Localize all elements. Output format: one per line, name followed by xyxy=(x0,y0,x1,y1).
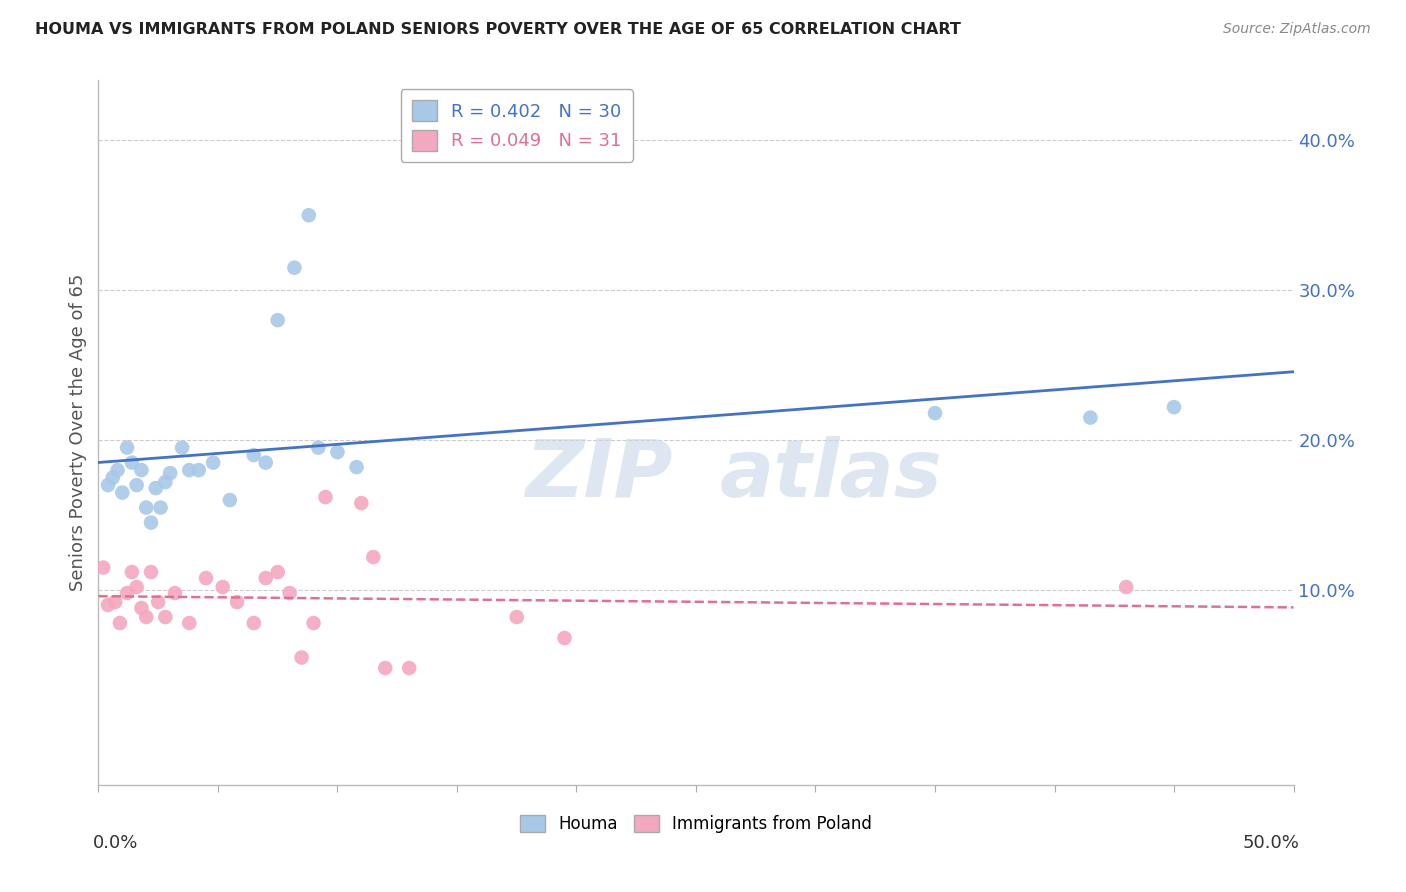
Point xyxy=(254,571,277,585)
Point xyxy=(108,615,131,630)
Point xyxy=(179,615,201,630)
Point xyxy=(226,595,249,609)
Point xyxy=(155,610,177,624)
Point xyxy=(131,463,153,477)
Point xyxy=(131,601,153,615)
Point xyxy=(195,571,218,585)
Point xyxy=(125,478,148,492)
Point xyxy=(121,456,143,470)
Point xyxy=(554,631,576,645)
Point xyxy=(243,448,266,462)
Point xyxy=(267,565,290,579)
Point xyxy=(97,478,120,492)
Point xyxy=(283,260,305,275)
Point xyxy=(506,610,529,624)
Point xyxy=(135,500,157,515)
Point xyxy=(374,661,396,675)
Point xyxy=(326,445,349,459)
Point xyxy=(291,650,314,665)
Point xyxy=(1163,400,1185,414)
Point xyxy=(398,661,420,675)
Point xyxy=(172,441,194,455)
Text: 0.0%: 0.0% xyxy=(93,834,138,852)
Point xyxy=(219,493,242,508)
Text: HOUMA VS IMMIGRANTS FROM POLAND SENIORS POVERTY OVER THE AGE OF 65 CORRELATION C: HOUMA VS IMMIGRANTS FROM POLAND SENIORS … xyxy=(35,22,962,37)
Point xyxy=(125,580,148,594)
Point xyxy=(267,313,290,327)
Point xyxy=(179,463,201,477)
Y-axis label: Seniors Poverty Over the Age of 65: Seniors Poverty Over the Age of 65 xyxy=(69,274,87,591)
Point xyxy=(104,595,127,609)
Point xyxy=(315,490,337,504)
Text: Source: ZipAtlas.com: Source: ZipAtlas.com xyxy=(1223,22,1371,37)
Text: ZIP: ZIP xyxy=(524,436,672,514)
Text: atlas: atlas xyxy=(720,436,942,514)
Point xyxy=(363,550,385,565)
Point xyxy=(155,475,177,489)
Point xyxy=(924,406,946,420)
Point xyxy=(298,208,321,222)
Point xyxy=(302,615,325,630)
Point xyxy=(121,565,143,579)
Point xyxy=(1115,580,1137,594)
Point xyxy=(163,586,186,600)
Point xyxy=(159,466,181,480)
Point xyxy=(107,463,129,477)
Legend: R = 0.402   N = 30, R = 0.049   N = 31: R = 0.402 N = 30, R = 0.049 N = 31 xyxy=(401,89,633,161)
Point xyxy=(115,441,138,455)
Point xyxy=(101,470,124,484)
Text: 50.0%: 50.0% xyxy=(1243,834,1299,852)
Point xyxy=(1080,410,1102,425)
Point xyxy=(148,595,170,609)
Point xyxy=(211,580,233,594)
Point xyxy=(350,496,373,510)
Point xyxy=(202,456,225,470)
Point xyxy=(346,460,368,475)
Point xyxy=(115,586,138,600)
Point xyxy=(278,586,301,600)
Point xyxy=(139,565,162,579)
Point xyxy=(135,610,157,624)
Point xyxy=(145,481,167,495)
Point xyxy=(139,516,162,530)
Point xyxy=(187,463,209,477)
Point xyxy=(91,560,114,574)
Point xyxy=(111,485,134,500)
Point xyxy=(307,441,329,455)
Point xyxy=(243,615,266,630)
Point xyxy=(254,456,277,470)
Point xyxy=(97,598,120,612)
Point xyxy=(149,500,172,515)
